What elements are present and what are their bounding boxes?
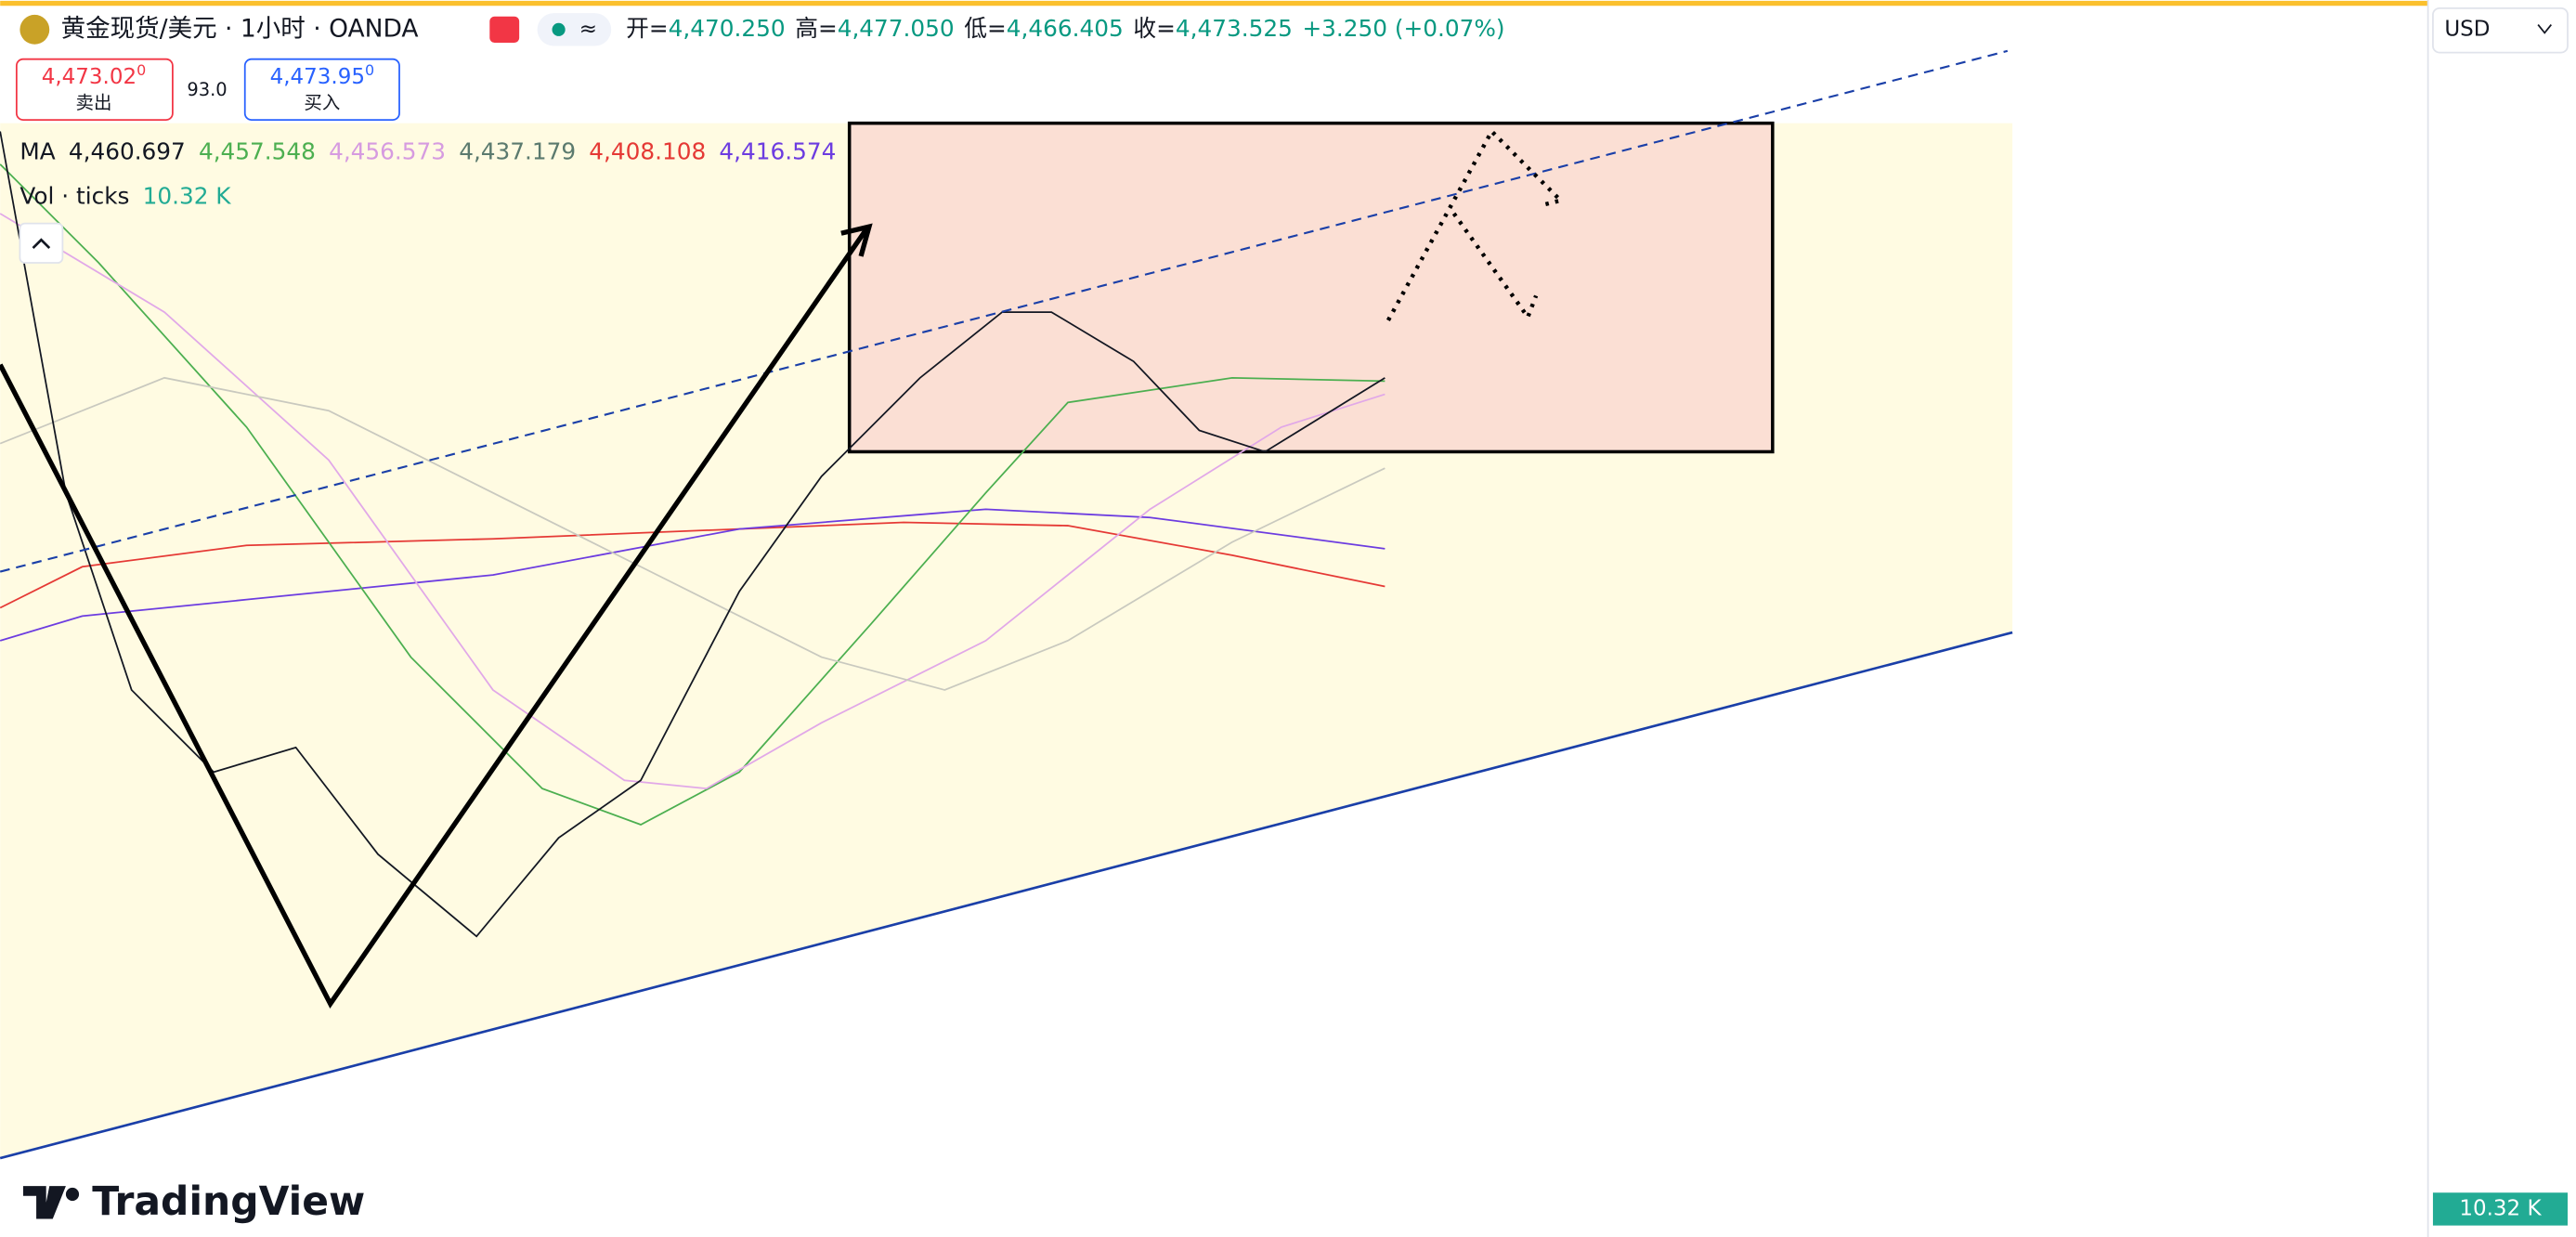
moving-averages <box>0 131 1386 938</box>
ohlc-value: 4,470.250 <box>669 15 786 42</box>
volume-tag <box>2432 1192 2568 1226</box>
ma-line <box>0 508 1386 642</box>
ma-value: 4,408.108 <box>589 138 706 165</box>
symbol-icon <box>20 14 50 45</box>
logo-dot <box>65 1187 80 1202</box>
ma-value: 4,460.697 <box>69 138 186 165</box>
status-icon: ≈ <box>579 17 597 41</box>
ohlc: 开=4,470.250 高=4,477.050 低=4,466.405 收=4,473… <box>626 15 1504 42</box>
status-pill <box>537 13 612 46</box>
sell-button[interactable] <box>15 58 174 122</box>
ma-line <box>0 213 1386 789</box>
range-box <box>847 121 1775 454</box>
collapse-icon[interactable] <box>32 238 51 250</box>
watermark: TradingView <box>92 1179 365 1225</box>
buy-price-sup[interactable]: 0 <box>365 61 374 79</box>
ma-value: 4,456.573 <box>329 138 446 165</box>
sell-price-sup[interactable]: 0 <box>137 61 146 79</box>
trend-line <box>0 631 2013 1160</box>
ohlc-value: 4,466.405 <box>1007 15 1124 42</box>
logo-mark <box>22 1186 66 1219</box>
ma-line <box>0 163 1386 826</box>
spread: 93.0 <box>187 79 227 100</box>
change: +3.250 (+0.07%) <box>1302 15 1504 42</box>
sell-label[interactable]: 卖出 <box>76 92 112 113</box>
ohlc-key: 开= <box>626 15 669 42</box>
vol-legend: Vol · ticks 10.32 K <box>20 182 231 209</box>
ohlc-key: 低= <box>964 15 1007 42</box>
currency[interactable]: USD <box>2444 17 2490 41</box>
forecast-path <box>1451 212 1539 322</box>
ma-value: 4,416.574 <box>719 138 836 165</box>
price-scale <box>2427 0 2576 1237</box>
status-dot <box>552 22 566 36</box>
ma-line <box>0 131 1386 938</box>
ma-label: MA <box>20 138 55 165</box>
chevron[interactable] <box>2537 23 2552 34</box>
sell-price-main[interactable]: 4,473.02 <box>42 65 137 89</box>
buy-label[interactable]: 买入 <box>304 92 340 113</box>
arrow-head <box>840 223 873 257</box>
projection-path <box>0 228 868 1009</box>
ma-line <box>0 376 1386 691</box>
currency-select[interactable] <box>2432 7 2569 54</box>
sell-price[interactable]: 4,473.020 <box>42 61 146 89</box>
buy-price[interactable]: 4,473.950 <box>270 61 374 89</box>
buy-button[interactable] <box>243 58 400 122</box>
volume-tag-label: 10.32 K <box>2459 1196 2542 1220</box>
flag-icon <box>489 16 520 43</box>
symbol: 黄金现货/美元 · 1小时 · OANDA <box>61 14 419 43</box>
buy-price-main[interactable]: 4,473.95 <box>270 65 365 89</box>
ohlc-key: 收= <box>1133 15 1176 42</box>
ma-value: 4,457.548 <box>199 138 316 165</box>
ohlc-value: 4,473.525 <box>1176 15 1293 42</box>
ohlc-value: 4,477.050 <box>838 15 955 42</box>
ohlc-key: 高= <box>795 15 838 42</box>
trend-line-dashed <box>0 49 2009 573</box>
vol-label: Vol · ticks <box>20 182 129 209</box>
collapse-button[interactable] <box>19 222 64 264</box>
ma-legend: MA 4,460.697 4,457.548 4,456.573 4,437.179 4,… <box>20 138 836 165</box>
ma-value: 4,437.179 <box>459 138 576 165</box>
vol-value: 10.32 K <box>143 182 232 209</box>
